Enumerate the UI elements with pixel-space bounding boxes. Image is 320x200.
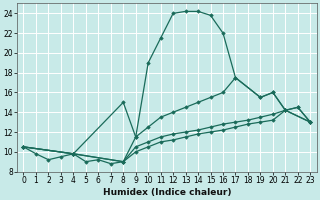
X-axis label: Humidex (Indice chaleur): Humidex (Indice chaleur) xyxy=(103,188,231,197)
